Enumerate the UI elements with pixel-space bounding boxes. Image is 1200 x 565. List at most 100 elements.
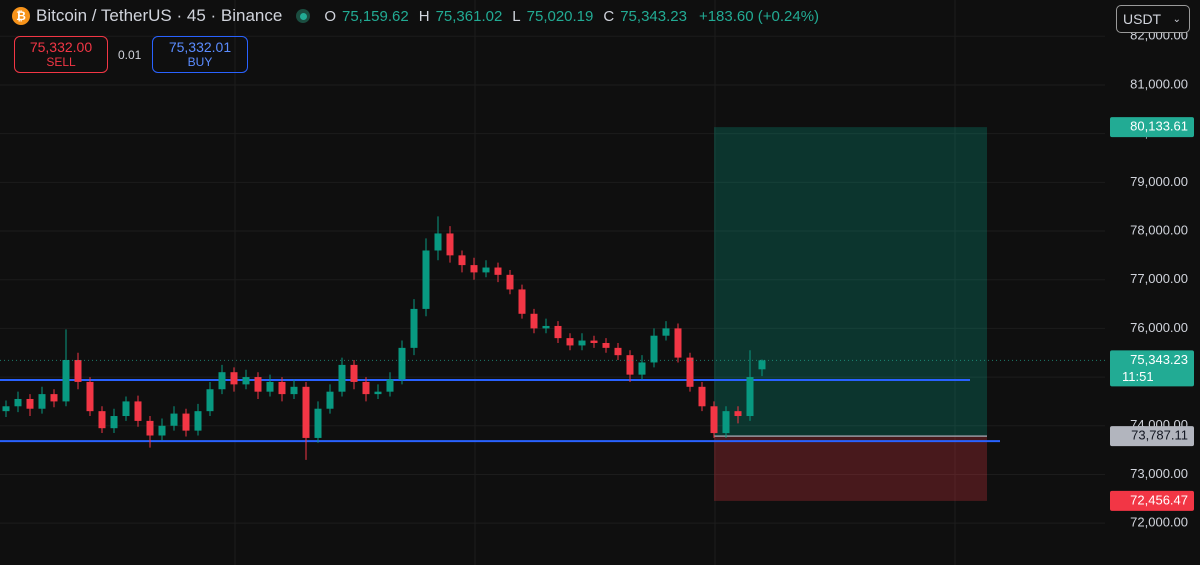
last-price-tag-bg — [1110, 350, 1194, 387]
candle-body — [278, 381, 286, 395]
candle-body — [578, 340, 586, 346]
candle-body — [590, 340, 598, 343]
currency: USDT — [1123, 11, 1162, 27]
candle-body — [194, 411, 202, 431]
vertical-grid — [234, 0, 956, 565]
target-price-tag: 80,133.61 — [1130, 119, 1188, 134]
candle-body — [362, 381, 370, 395]
candle-body — [350, 364, 358, 382]
candle-body — [506, 274, 514, 290]
candle-body — [182, 413, 190, 431]
candle-body — [290, 386, 298, 395]
candle-body — [710, 406, 718, 434]
buy-label: BUY — [187, 54, 213, 69]
change: +183.60 (+0.24%) — [698, 7, 820, 25]
candle-body — [602, 342, 610, 348]
candle-body — [206, 389, 214, 412]
candle-body — [734, 411, 742, 417]
ohlc-value: 75,343.23 — [620, 7, 687, 25]
candle-body — [14, 398, 22, 407]
sell-button[interactable]: 75,332.00 SELL — [14, 36, 108, 73]
y-tick-label: 77,000.00 — [1130, 271, 1188, 286]
candle-body — [314, 408, 322, 438]
candle-body — [662, 328, 670, 336]
market-status[interactable] — [296, 9, 311, 23]
sell-price: 75,332.00 — [29, 38, 93, 55]
candle-body — [338, 364, 346, 392]
ohlc-value: 75,159.62 — [341, 7, 409, 25]
stop-price-tag-bg — [1110, 490, 1194, 511]
y-tick-label: 81,000.00 — [1130, 76, 1188, 91]
candle-body — [38, 394, 46, 409]
candle-body — [398, 347, 406, 380]
candle-body — [530, 313, 538, 329]
ohlc-key: H — [418, 7, 430, 25]
y-tick-label: 76,000.00 — [1130, 320, 1188, 335]
countdown: 11:51 — [1122, 369, 1154, 384]
symbol[interactable]: Bitcoin / TetherUS · 45 · Binance — [36, 6, 283, 25]
candle-body — [86, 381, 94, 412]
candle-body — [518, 289, 526, 314]
candle-body — [386, 379, 394, 392]
candle-body — [62, 360, 70, 402]
candle-body — [254, 377, 262, 392]
candle-body — [2, 406, 10, 412]
candle-body — [218, 372, 226, 390]
candle-body — [482, 267, 490, 273]
candle-body — [122, 401, 130, 417]
spread: 0.01 — [118, 48, 142, 62]
y-tick-label: 78,000.00 — [1130, 222, 1188, 237]
candle-body — [302, 386, 310, 438]
entry-price-tag-bg — [1110, 426, 1194, 447]
candle-body — [614, 347, 622, 356]
candle-body — [242, 377, 250, 385]
candle-body — [134, 401, 142, 421]
buy-price: 75,332.01 — [168, 38, 232, 55]
candle-body — [374, 391, 382, 395]
candle-body — [230, 372, 238, 385]
candle-body — [566, 338, 574, 346]
candle-body — [50, 394, 58, 402]
candle-body — [458, 255, 466, 266]
coin-icon: ₿ — [12, 7, 30, 25]
candle-body — [146, 420, 154, 436]
candle-body — [410, 308, 418, 348]
candle-body — [110, 416, 118, 429]
ohlc-key: C — [603, 7, 615, 25]
candle-body — [494, 267, 502, 275]
chevron: ⌄ — [1172, 13, 1181, 25]
ohlc-key: L — [512, 7, 521, 25]
target-price-tag-bg — [1110, 117, 1194, 138]
candle-body — [626, 355, 634, 375]
ohlc-value: 75,361.02 — [435, 7, 503, 25]
symbol-header: ₿ Bitcoin / TetherUS · 45 · Binance O 75,… — [12, 6, 819, 26]
candle-body — [650, 335, 658, 363]
candle-body — [554, 325, 562, 339]
candle-body — [434, 233, 442, 251]
buy-button[interactable]: 75,332.01 BUY — [152, 36, 248, 73]
candle-body — [722, 411, 730, 434]
y-tick-label: 73,000.00 — [1130, 466, 1188, 481]
last-price-tag: 75,343.23 — [1130, 352, 1188, 367]
stop-price-tag: 72,456.47 — [1130, 492, 1188, 507]
currency-select[interactable]: USDT ⌄ — [1116, 5, 1190, 33]
candle-body — [698, 386, 706, 407]
sell-label: SELL — [46, 54, 76, 69]
candle-body — [674, 328, 682, 358]
candle-body — [746, 377, 754, 417]
ohlc-value: 75,020.19 — [526, 7, 594, 25]
candle-body — [638, 362, 646, 375]
y-tick-label: 72,000.00 — [1130, 515, 1188, 530]
candle-body — [422, 250, 430, 309]
candle-body — [266, 381, 274, 392]
candle-body — [158, 425, 166, 436]
candle-body — [758, 360, 766, 370]
candle-body — [542, 325, 550, 329]
candle-body — [446, 233, 454, 256]
candle-body — [98, 411, 106, 429]
candle-body — [26, 398, 34, 409]
y-tick-label: 79,000.00 — [1130, 174, 1188, 189]
entry-price-tag: 73,787.11 — [1131, 428, 1188, 443]
